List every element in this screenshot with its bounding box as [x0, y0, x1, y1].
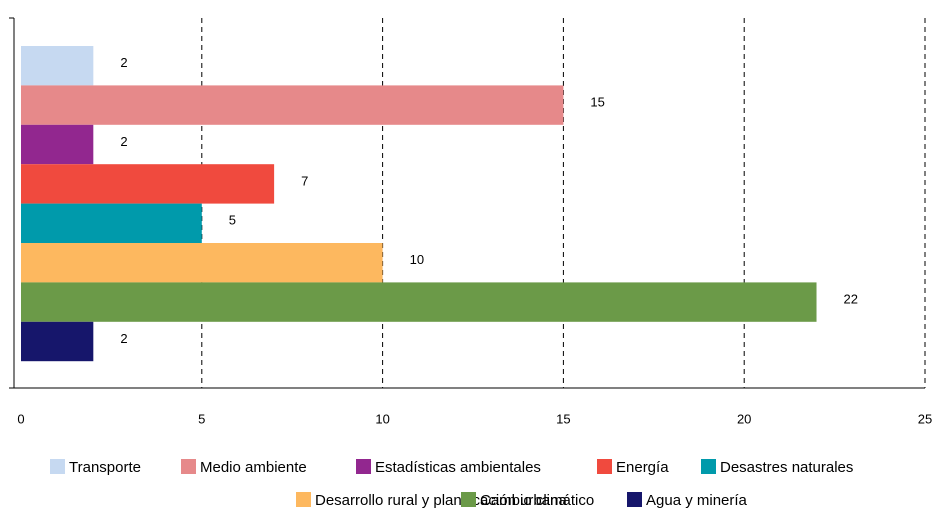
- value-label: 7: [301, 173, 308, 188]
- bar: [21, 85, 564, 125]
- legend-swatch: [50, 459, 65, 474]
- x-tick-label: 25: [918, 411, 932, 426]
- legend-swatch: [296, 492, 311, 507]
- x-tick-label: 20: [737, 411, 751, 426]
- legend-label: Desarrollo rural y planificación urbana: [315, 492, 567, 509]
- x-tick-label: 5: [198, 411, 205, 426]
- value-label: 5: [229, 213, 236, 228]
- legend-swatch: [356, 459, 371, 474]
- value-label: 15: [590, 95, 604, 110]
- value-label: 2: [120, 331, 127, 346]
- value-label: 2: [120, 55, 127, 70]
- bar: [21, 203, 202, 243]
- legend-label: Desastres naturales: [720, 459, 853, 476]
- legend-label: Energía: [616, 459, 669, 476]
- x-tick-label: 15: [556, 411, 570, 426]
- legend-label: Cambio climático: [480, 492, 594, 509]
- bar: [21, 164, 275, 204]
- legend-label: Estadísticas ambientales: [375, 459, 541, 476]
- legend-swatch: [181, 459, 196, 474]
- legend-swatch: [627, 492, 642, 507]
- bar: [21, 243, 383, 283]
- bar: [21, 124, 94, 165]
- legend-swatch: [701, 459, 716, 474]
- bar: [21, 321, 94, 362]
- value-label: 10: [410, 252, 424, 267]
- x-tick-label: 0: [17, 411, 24, 426]
- value-label: 2: [120, 134, 127, 149]
- x-tick-label: 10: [375, 411, 389, 426]
- legend-swatch: [461, 492, 476, 507]
- legend-swatch: [597, 459, 612, 474]
- bar: [21, 282, 817, 322]
- legend-label: Agua y minería: [646, 492, 748, 509]
- legend-label: Medio ambiente: [200, 459, 307, 476]
- bar: [21, 46, 94, 86]
- value-label: 22: [844, 292, 858, 307]
- legend-label: Transporte: [69, 459, 141, 476]
